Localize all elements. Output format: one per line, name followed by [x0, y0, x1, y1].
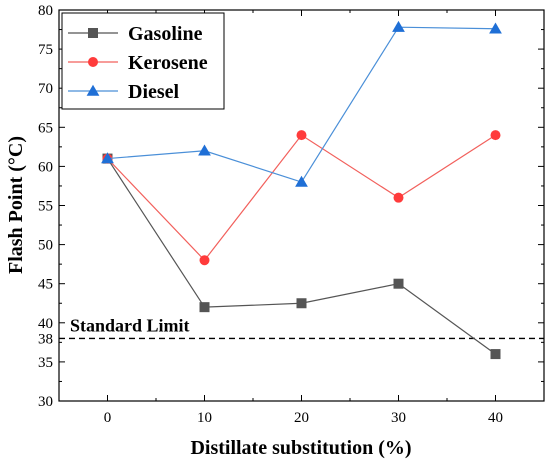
y-tick-label: 35	[38, 355, 53, 371]
y-tick-label: 75	[38, 42, 53, 58]
standard-limit-label: Standard Limit	[70, 315, 190, 335]
kerosene-point	[490, 130, 501, 141]
kerosene-series	[102, 130, 501, 266]
y-tick-label: 30	[38, 394, 53, 410]
diesel-point	[198, 144, 211, 156]
series-layer	[101, 20, 502, 360]
kerosene-point	[296, 130, 307, 141]
x-axis-title: Distillate substitution (%)	[190, 437, 411, 459]
y-tick-label: 45	[38, 277, 53, 293]
y-tick-label: 60	[38, 159, 53, 175]
legend-diesel-label: Diesel	[128, 81, 180, 103]
gasoline-point	[393, 278, 404, 289]
diesel-series	[101, 20, 502, 187]
y-axis-title: Flash Point (°C)	[5, 136, 27, 274]
kerosene-point	[393, 192, 404, 203]
legend-gasoline-label: Gasoline	[128, 23, 203, 45]
y-tick-label: 80	[38, 3, 53, 19]
y-tick-label: 38	[38, 331, 53, 347]
diesel-point	[295, 175, 308, 187]
diesel-point	[489, 22, 502, 34]
y-tick-label: 40	[38, 316, 53, 332]
y-tick-label: 50	[38, 238, 53, 254]
x-tick-label: 30	[391, 410, 406, 426]
x-tick-label: 0	[104, 410, 112, 426]
y-tick-label: 65	[38, 120, 53, 136]
x-tick-label: 20	[294, 410, 309, 426]
legend-gasoline-marker	[88, 28, 98, 38]
kerosene-point	[199, 255, 210, 266]
y-tick-label: 55	[38, 199, 53, 215]
legend-kerosene-label: Kerosene	[128, 52, 208, 74]
x-tick-label: 40	[488, 410, 503, 426]
legend-kerosene-marker	[88, 57, 98, 67]
gasoline-point	[199, 302, 210, 313]
diesel-point	[101, 152, 114, 164]
legend: Gasoline Kerosene Diesel	[61, 12, 225, 110]
diesel-point	[392, 20, 405, 32]
x-tick-label: 10	[197, 410, 212, 426]
x-tick-labels: 0 10 20 30 40	[104, 410, 503, 426]
legend-diesel-marker	[86, 84, 100, 96]
gasoline-point	[490, 349, 501, 360]
gasoline-point	[296, 298, 307, 309]
y-tick-label: 70	[38, 81, 53, 97]
